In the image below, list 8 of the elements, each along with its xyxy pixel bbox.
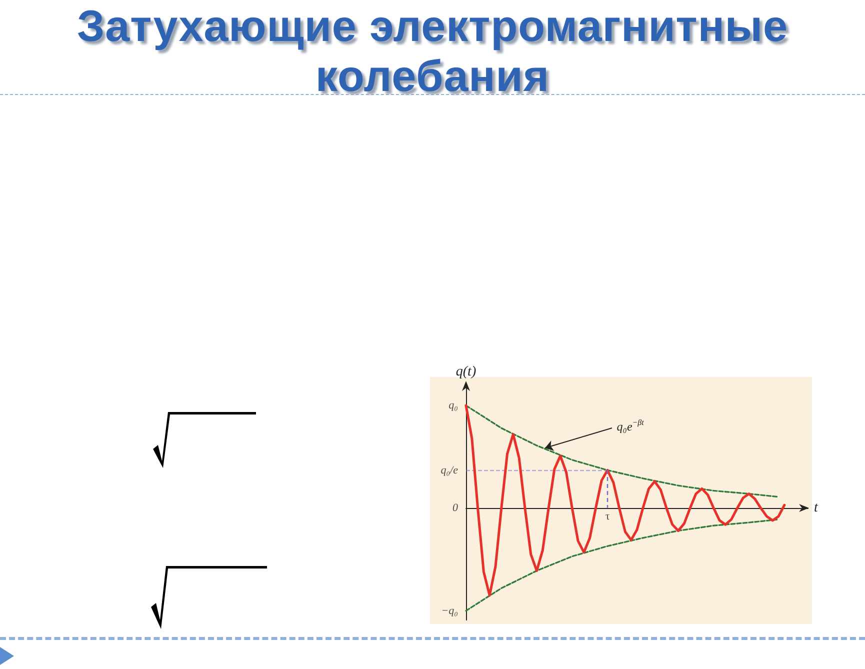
text: 0: [452, 502, 458, 514]
y-axis-title: q(t): [456, 364, 476, 380]
x-axis-title: t: [814, 500, 819, 516]
annotation: τ: [605, 510, 610, 523]
text: −q₀: [441, 604, 458, 617]
chart-title: Затухающие электромагнитные колебания: [76, 2, 789, 102]
text: q₀: [448, 400, 458, 412]
text: q₀/e: [440, 464, 458, 476]
